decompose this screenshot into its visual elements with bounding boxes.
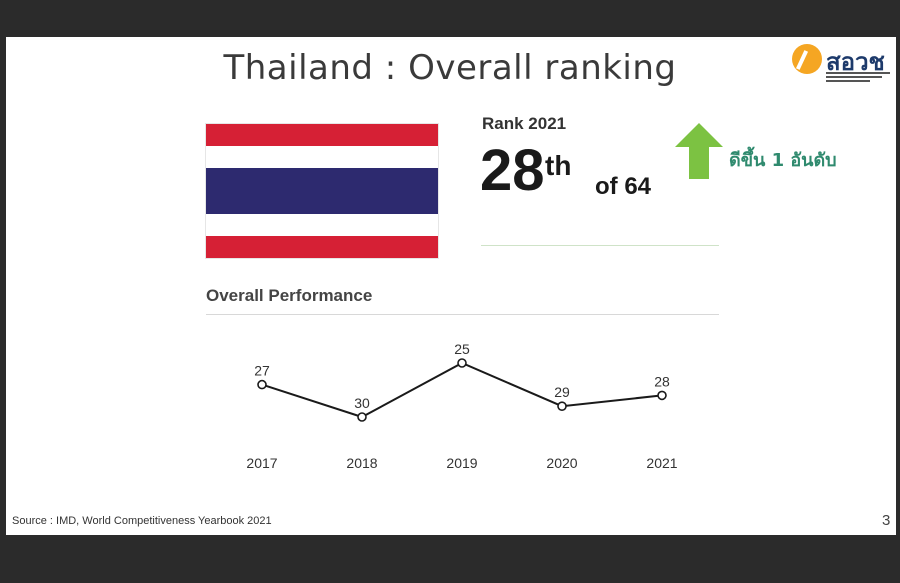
- flag-blue-stripe: [206, 168, 438, 214]
- logo-subtitle-lines: [826, 70, 890, 84]
- data-point: [457, 358, 467, 368]
- page-number: 3: [882, 512, 891, 529]
- x-tick-label: 2020: [546, 455, 577, 471]
- data-label: 29: [554, 384, 570, 400]
- x-tick-label: 2021: [646, 455, 677, 471]
- slide-background: [6, 37, 896, 535]
- flag-red-stripe-bottom: [206, 236, 438, 258]
- data-label: 30: [354, 395, 370, 411]
- data-label: 27: [254, 363, 270, 379]
- data-point: [657, 390, 667, 401]
- rank-of-total: of 64: [595, 173, 652, 200]
- performance-title: Overall Performance: [206, 286, 373, 305]
- sorwor-logo-icon: สอวช: [792, 44, 892, 88]
- data-point: [557, 401, 567, 411]
- logo-text: สอวช: [826, 48, 885, 76]
- rank-suffix: th: [545, 150, 572, 181]
- series-line: [261, 361, 663, 419]
- slide-title: Thailand : Overall ranking: [223, 48, 677, 88]
- data-point: [357, 412, 367, 422]
- performance-divider: [206, 314, 719, 315]
- logo-mark-icon: [792, 44, 822, 74]
- source-note: Source : IMD, World Competitiveness Year…: [12, 515, 272, 527]
- flag-red-stripe-top: [206, 124, 438, 146]
- thailand-flag-icon: [206, 124, 438, 258]
- rank-label: Rank 2021: [482, 114, 567, 133]
- data-label: 28: [654, 373, 670, 389]
- rank-divider: [481, 245, 719, 246]
- rank-value: 28: [480, 138, 545, 203]
- up-arrow-icon: [675, 123, 723, 179]
- rank-change-text: ดีขึ้น 1 อันดับ: [729, 150, 837, 171]
- data-label: 25: [454, 341, 470, 357]
- performance-line-chart: 27 30 25 29 28 2017 2018 2019 2020 2021: [246, 341, 677, 471]
- x-tick-label: 2019: [446, 455, 477, 471]
- x-tick-label: 2017: [246, 455, 277, 471]
- data-point: [257, 379, 267, 390]
- x-tick-label: 2018: [346, 455, 377, 471]
